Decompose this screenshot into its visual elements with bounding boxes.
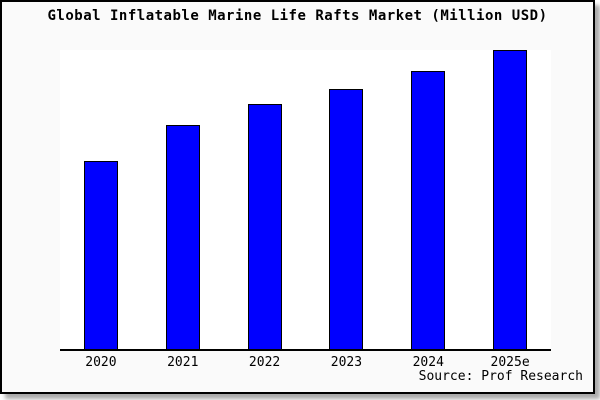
bar-2025e bbox=[493, 50, 528, 349]
x-tick-label-2023: 2023 bbox=[330, 355, 363, 370]
source-credit: Source: Prof Research bbox=[418, 369, 583, 384]
bar-2024 bbox=[411, 70, 446, 349]
x-axis-labels: 2020 2021 2022 2023 2024 2025e bbox=[60, 355, 551, 371]
x-tick-label-2025e: 2025e bbox=[490, 355, 530, 370]
x-tick-label-2021: 2021 bbox=[167, 355, 199, 370]
chart-frame: Global Inflatable Marine Life Rafts Mark… bbox=[0, 0, 595, 394]
chart-title: Global Inflatable Marine Life Rafts Mark… bbox=[47, 8, 548, 24]
x-tick-label-2024: 2024 bbox=[412, 355, 444, 370]
x-tick-label-2020: 2020 bbox=[85, 355, 117, 370]
x-tick-label-2022: 2022 bbox=[248, 355, 281, 370]
plot-area bbox=[60, 50, 551, 351]
bar-2021 bbox=[165, 124, 200, 349]
bar-2023 bbox=[329, 88, 364, 349]
bar-2022 bbox=[247, 103, 282, 349]
bar-2020 bbox=[83, 160, 118, 349]
